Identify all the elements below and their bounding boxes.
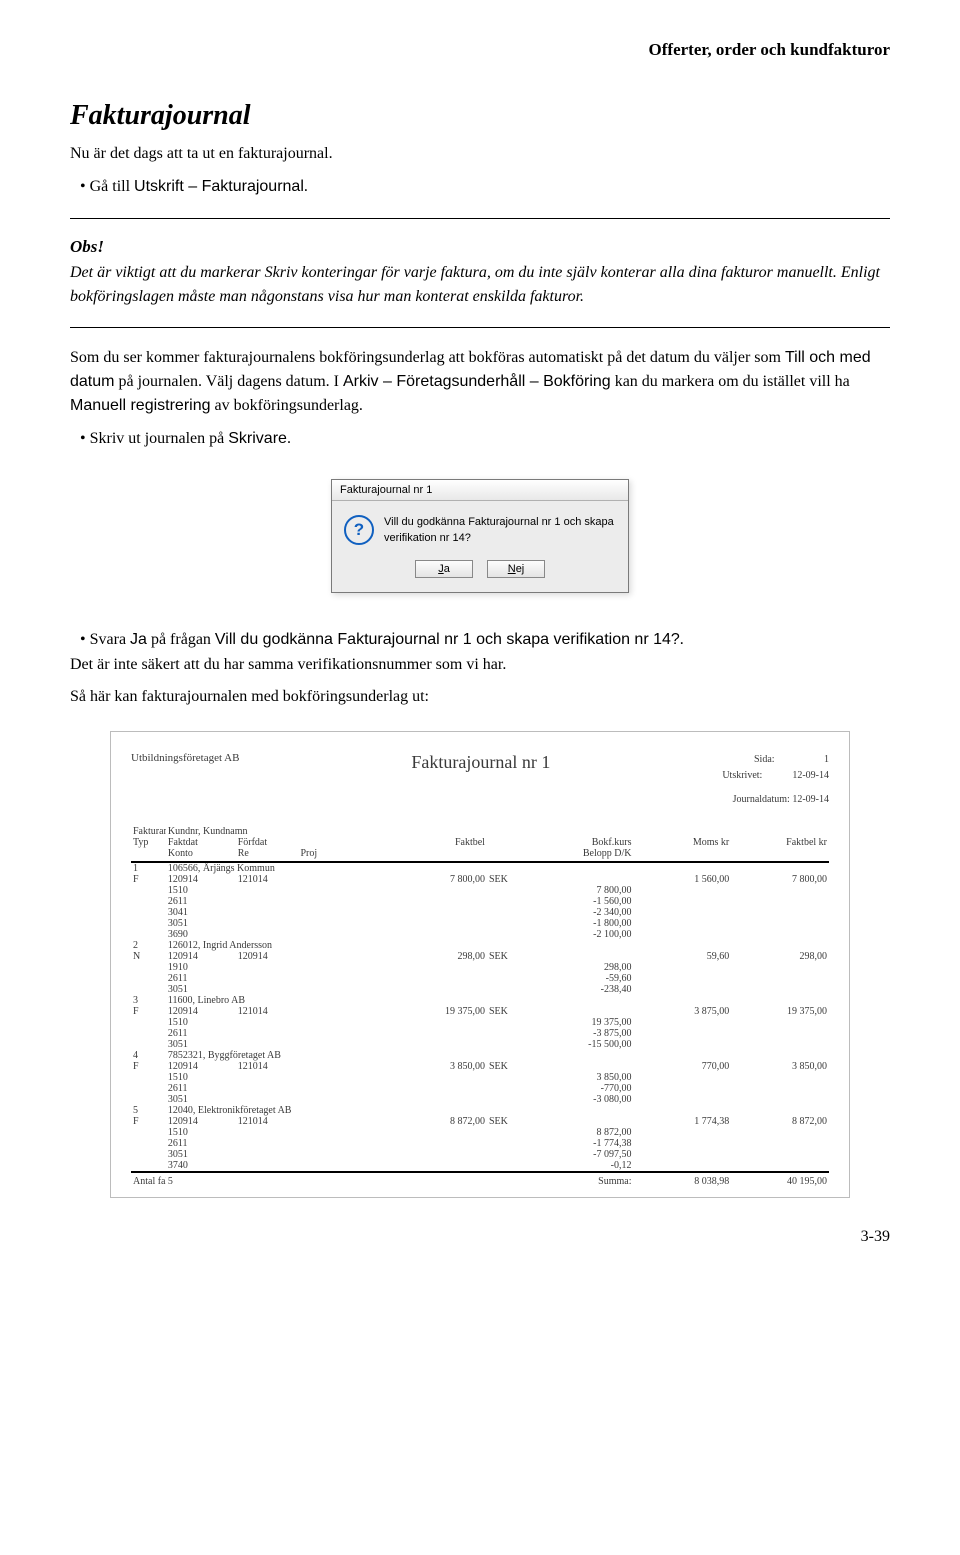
body-para: Som du ser kommer fakturajournalens bokf… [70, 346, 890, 418]
body-para: Det är inte säkert att du har samma veri… [70, 653, 890, 677]
ja-button[interactable]: Ja [415, 560, 473, 578]
breadcrumb: Offerter, order och kundfakturor [70, 40, 890, 60]
bullet-svara-ja: Svara Ja på frågan Vill du godkänna Fakt… [80, 627, 890, 653]
dialog-message: Vill du godkänna Fakturajournal nr 1 och… [384, 515, 616, 546]
intro-text: Nu är det dags att ta ut en fakturajourn… [70, 142, 890, 166]
bullet-goto-utskrift: Gå till Utskrift – Fakturajournal. [80, 174, 890, 200]
report-company: Utbildningsföretaget AB [131, 752, 239, 764]
ja-label: a [444, 563, 450, 575]
divider [70, 218, 890, 219]
dialog-screenshot: Fakturajournal nr 1 ? Vill du godkänna F… [70, 479, 890, 593]
report-screenshot: Utbildningsföretaget AB Fakturajournal n… [70, 731, 890, 1198]
page-title: Fakturajournal [70, 100, 890, 132]
body-para: Så här kan fakturajournalen med bokförin… [70, 685, 890, 709]
page-number: 3-39 [70, 1228, 890, 1246]
obs-label: Obs! [70, 237, 890, 257]
divider [70, 327, 890, 328]
nej-label: ej [516, 563, 525, 575]
report-meta: Sida:1 Utskrivet:12-09-14 Journaldatum: … [722, 752, 829, 808]
question-icon: ? [344, 515, 374, 545]
obs-text: Det är viktigt att du markerar Skriv kon… [70, 261, 890, 309]
bullet-skriv-ut: Skriv ut journalen på Skrivare. [80, 426, 890, 452]
report-title: Fakturajournal nr 1 [239, 752, 722, 773]
dialog-title: Fakturajournal nr 1 [332, 480, 628, 501]
report-table: FakturanrKundnr, KundnamnTypFaktdatFörfd… [131, 826, 829, 1187]
nej-button[interactable]: Nej [487, 560, 545, 578]
